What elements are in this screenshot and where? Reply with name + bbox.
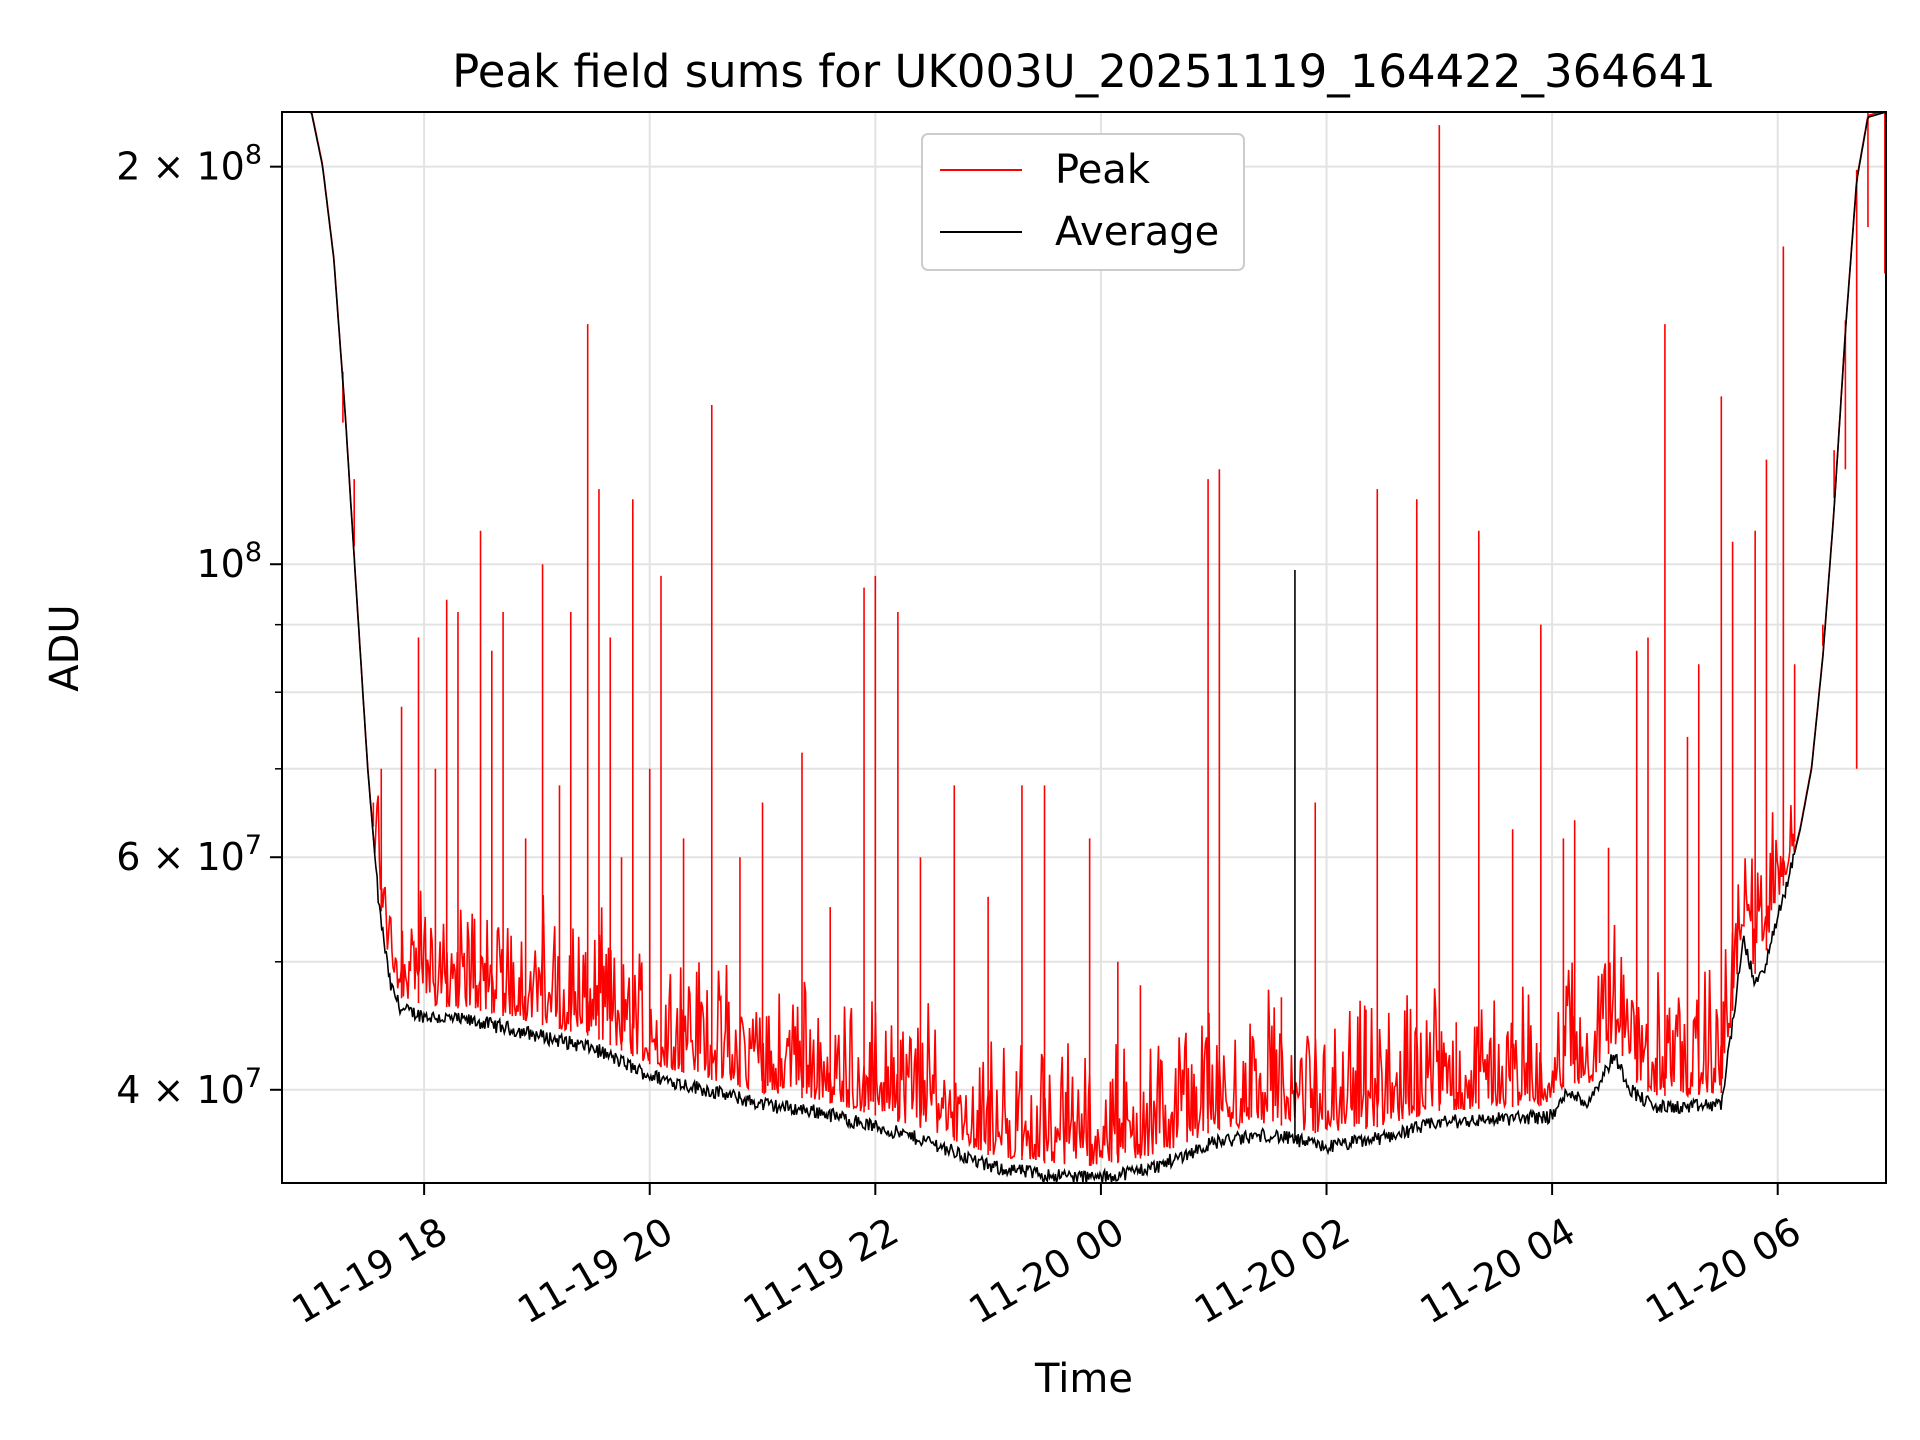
y-tick-label: 6 × 107 [116, 830, 262, 879]
legend-label-average: Average [1055, 209, 1219, 255]
y-axis-label: ADU [42, 604, 88, 691]
legend-label-peak: Peak [1055, 147, 1151, 193]
legend: Peak Average [921, 133, 1245, 271]
peak-line [310, 112, 1884, 1166]
y-tick-label: 2 × 108 [116, 140, 262, 189]
x-axis-label: Time [1034, 1356, 1133, 1402]
series-peak [310, 112, 1886, 1166]
average-line [282, 112, 1886, 1183]
y-tick-label: 108 [196, 537, 262, 586]
plot-frame [281, 111, 1887, 1184]
y-axis: 4 × 107 6 × 107 108 2 × 108 [116, 140, 282, 1112]
plot-area [282, 112, 1886, 1183]
chart-title: Peak field sums for UK003U_20251119_1644… [452, 45, 1716, 98]
series-average [282, 112, 1886, 1183]
legend-box [921, 133, 1245, 271]
y-tick-label: 4 × 107 [116, 1063, 262, 1112]
